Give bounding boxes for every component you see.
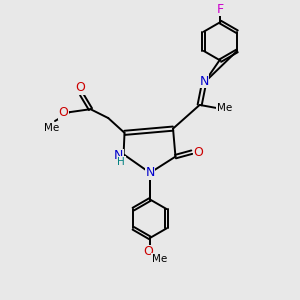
Text: H: H <box>117 157 125 167</box>
Text: Me: Me <box>152 254 167 264</box>
Text: F: F <box>217 3 224 16</box>
Text: Me: Me <box>44 122 59 133</box>
Text: N: N <box>200 75 209 88</box>
Text: O: O <box>193 146 203 159</box>
Text: Me: Me <box>217 103 232 113</box>
Text: O: O <box>58 106 68 119</box>
Text: O: O <box>144 245 154 258</box>
Text: O: O <box>75 81 85 94</box>
Text: N: N <box>145 166 155 179</box>
Text: N: N <box>114 149 123 162</box>
